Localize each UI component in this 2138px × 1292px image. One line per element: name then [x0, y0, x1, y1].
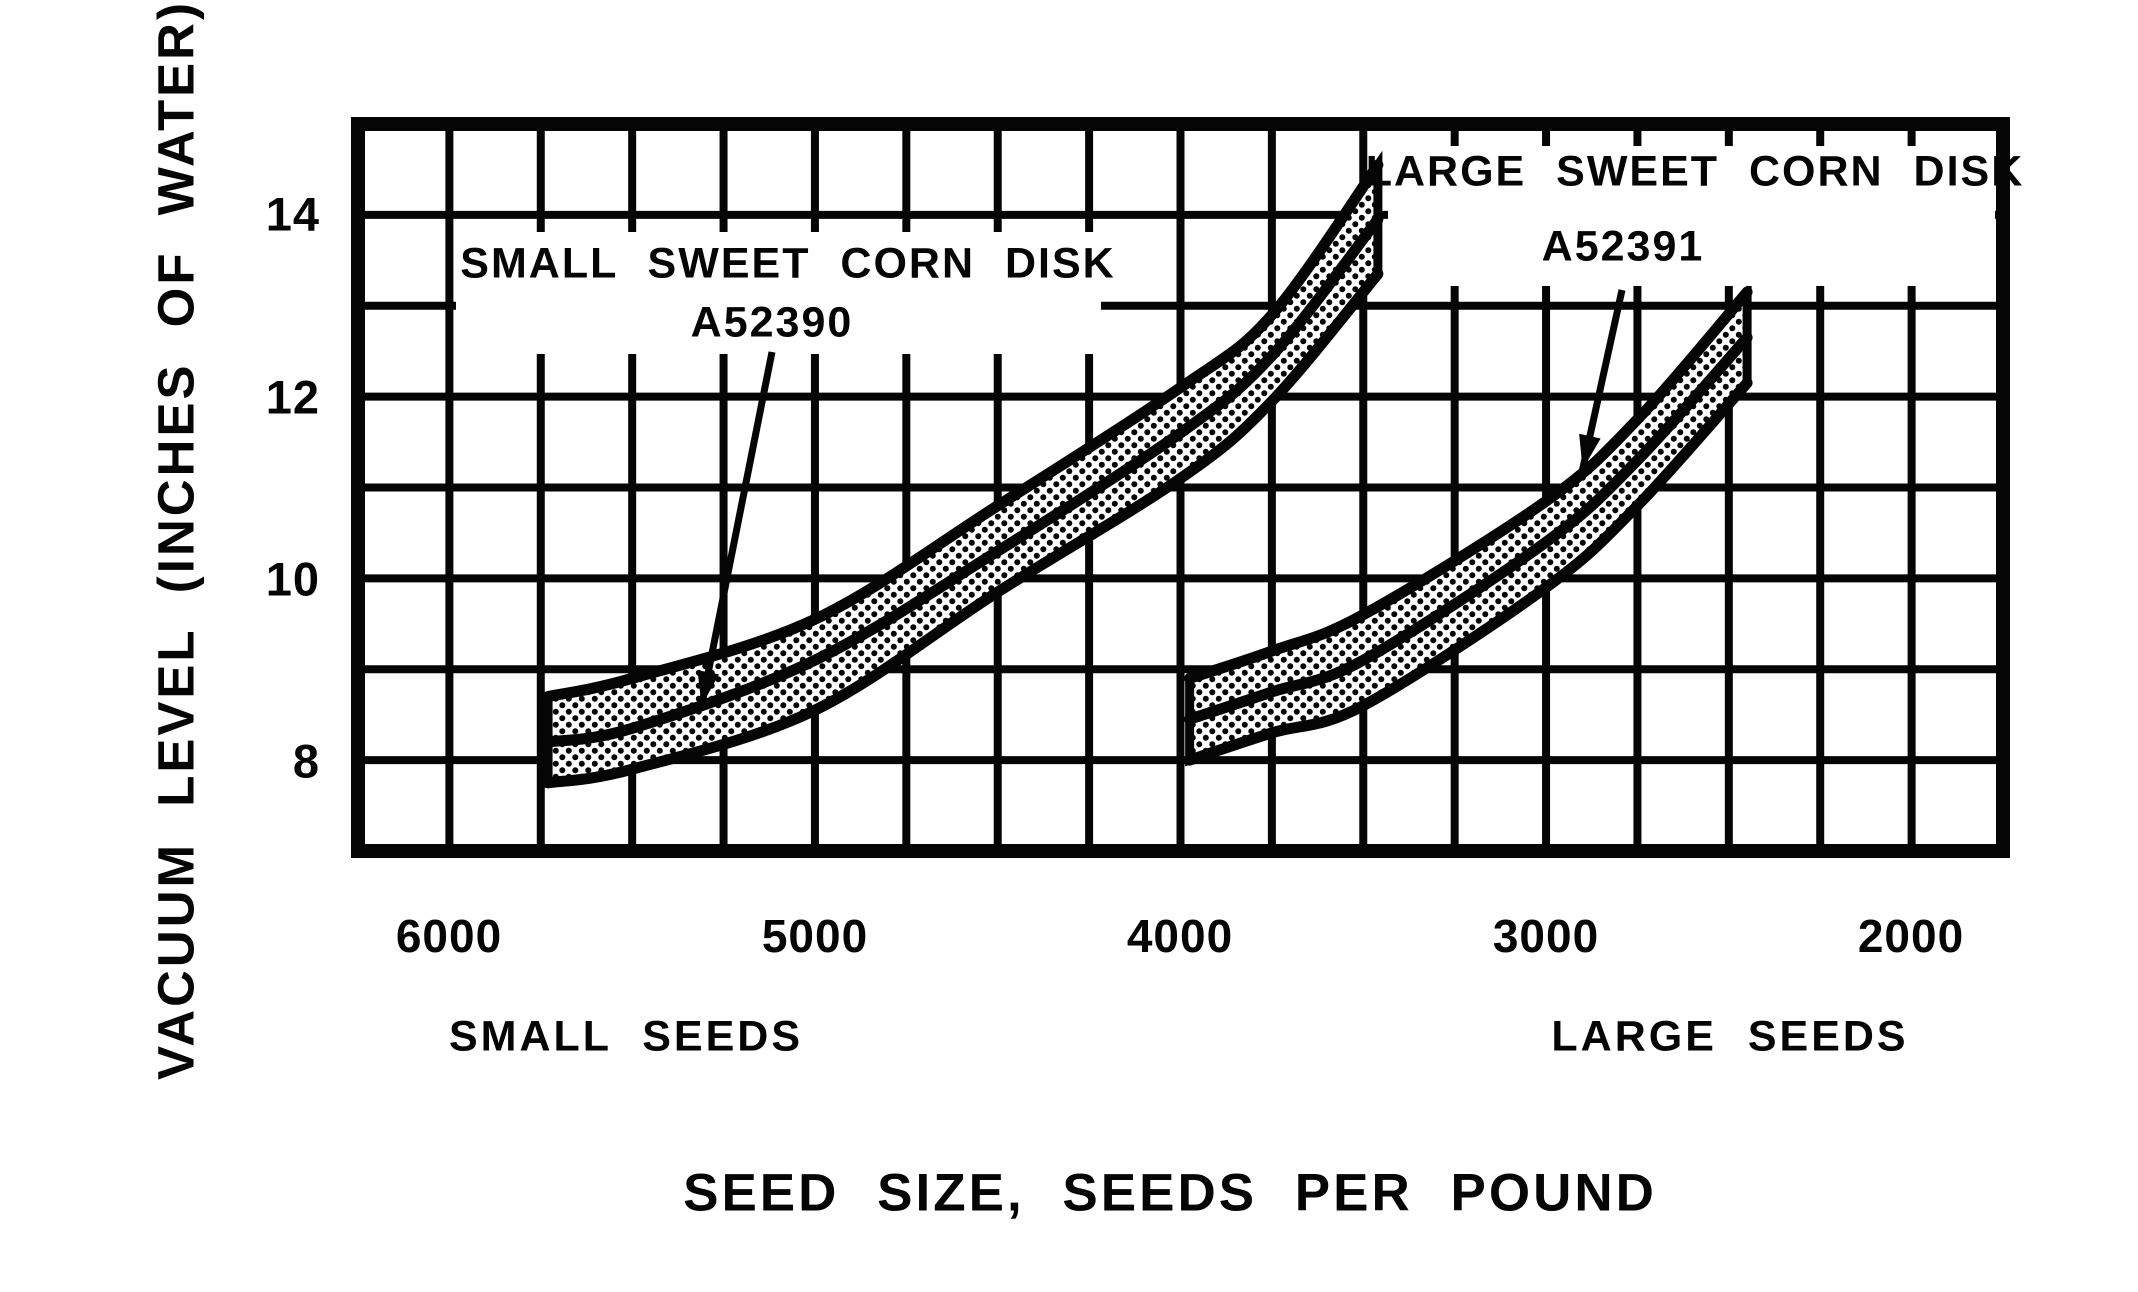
band-top-edge: [1184, 286, 1753, 684]
x-axis-title: SEED SIZE, SEEDS PER POUND: [683, 1163, 1657, 1223]
y-tick-label-8: 8: [292, 734, 320, 788]
band-large-disk: [1184, 280, 1753, 767]
series-label-large-disk-name: LARGE SWEET CORN DISK: [1365, 147, 2025, 196]
band-small-disk: [542, 150, 1384, 789]
band-bottom-edge: [542, 268, 1384, 789]
plot-border: [351, 117, 2010, 858]
band-bottom-edge: [1184, 377, 1753, 766]
label-mask-small: [456, 232, 1101, 354]
x-tick-label-2000: 2000: [1857, 910, 1965, 962]
x-tick-label-6000: 6000: [395, 910, 503, 962]
leader-arrow-small-disk: [697, 351, 776, 707]
y-tick-label-12: 12: [265, 370, 320, 424]
band-center-line: [542, 213, 1384, 748]
series-label-small-disk-part: A52390: [690, 298, 854, 347]
x-annotation-large-seeds: LARGE SEEDS: [1551, 1012, 1909, 1061]
series-label-large-disk-part: A52391: [1541, 222, 1705, 271]
series-label-small-disk-name: SMALL SWEET CORN DISK: [460, 239, 1116, 288]
band-center-line: [1184, 332, 1753, 725]
x-tick-label-4000: 4000: [1126, 910, 1234, 962]
x-tick-label-5000: 5000: [761, 910, 869, 962]
y-axis-title: VACUUM LEVEL (INCHES OF WATER): [147, 0, 205, 1080]
x-annotation-small-seeds: SMALL SEEDS: [448, 1012, 804, 1061]
label-mask-large: [1388, 146, 1995, 286]
y-tick-label-10: 10: [265, 552, 320, 606]
x-tick-label-3000: 3000: [1492, 910, 1600, 962]
leader-arrow-large-disk: [1579, 289, 1626, 471]
y-tick-label-14: 14: [265, 187, 320, 241]
band-top-edge: [542, 159, 1384, 703]
